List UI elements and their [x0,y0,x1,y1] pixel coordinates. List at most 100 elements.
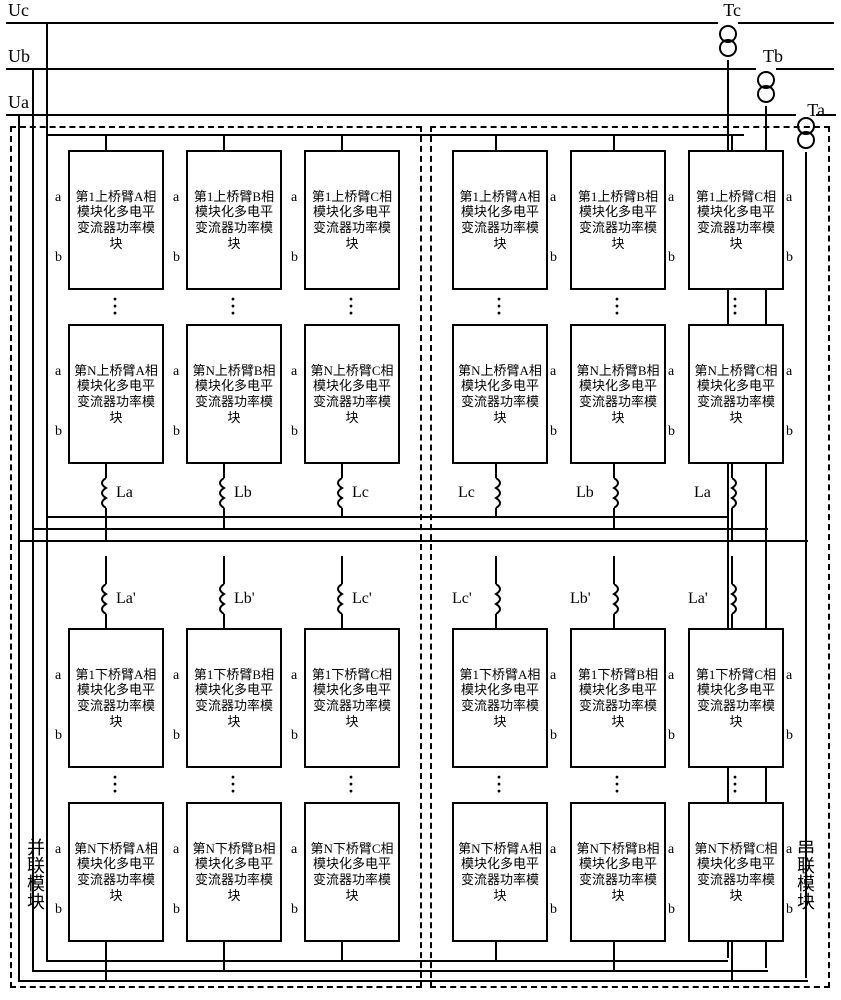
module-right-lowerN-a: 第N下桥臂A相模块化多电平变流器功率模块 [452,802,548,942]
vdots: ··· [112,774,118,796]
stub [223,464,225,478]
term-a: a [173,668,179,684]
term-a: a [291,364,297,380]
stub [105,134,107,150]
module-left-lower1-b: 第1下桥臂B相模块化多电平变流器功率模块 [186,628,282,768]
vdots: ··· [348,774,354,796]
stub [495,464,497,478]
stub [223,134,225,150]
inductor-r-lb-label: Lb [576,484,594,502]
bus-tc-right [738,22,834,24]
stub [223,508,225,528]
mid-bus-b [32,528,768,530]
module-right-lower1-c: 第1下桥臂C相模块化多电平变流器功率模块 [688,628,784,768]
module-right-upperN-a: 第N上桥臂A相模块化多电平变流器功率模块 [452,324,548,464]
module-right-lowerN-b: 第N下桥臂B相模块化多电平变流器功率模块 [570,802,666,942]
inductor-lcp-label: Lc' [352,590,372,608]
bus-tb-right [776,68,834,70]
module-right-lowerN-c: 第N下桥臂C相模块化多电平变流器功率模块 [688,802,784,942]
inductor-lap-icon [96,584,116,614]
inductor-r-lap-label: La' [688,590,708,608]
term-b: b [291,902,298,918]
stub [613,464,615,478]
term-a: a [668,842,674,858]
inductor-r-la-icon [722,478,742,508]
term-b: b [668,902,675,918]
tx-tb-label: Tb [763,46,783,67]
stub [731,942,733,982]
term-a: a [55,668,61,684]
top-inner-bus [46,134,744,136]
vdots: ··· [496,296,502,318]
stub [613,556,615,584]
module-left-lowerN-b: 第N下桥臂B相模块化多电平变流器功率模块 [186,802,282,942]
stub [341,508,343,516]
inductor-r-la-label: La [694,484,711,502]
inductor-lc-label: Lc [352,484,369,502]
stub [613,508,615,528]
vdots: ··· [732,296,738,318]
term-b: b [550,424,557,440]
series-label: 串联模块 [792,838,818,910]
module-left-lowerN-c: 第N下桥臂C相模块化多电平变流器功率模块 [304,802,400,942]
inductor-la-label: La [116,484,133,502]
inductor-lbp-icon [214,584,234,614]
term-a: a [786,190,792,206]
term-a: a [550,364,556,380]
bottom-bus-a [18,980,808,982]
module-left-upperN-a: 第N上桥臂A相模块化多电平变流器功率模块 [68,324,164,464]
vdots: ··· [112,296,118,318]
stub [495,556,497,584]
vdots: ··· [496,774,502,796]
term-b: b [55,250,62,266]
term-a: a [668,364,674,380]
mid-bus-a [18,540,808,542]
inductor-r-lc-icon [486,478,506,508]
term-a: a [786,668,792,684]
term-a: a [550,668,556,684]
transformer-tb-icon [756,68,776,108]
module-left-upperN-b: 第N上桥臂B相模块化多电平变流器功率模块 [186,324,282,464]
term-a: a [668,190,674,206]
transformer-tc-icon [718,22,738,62]
module-right-lower1-b: 第1下桥臂B相模块化多电平变流器功率模块 [570,628,666,768]
stub [731,614,733,628]
stub [223,942,225,972]
inductor-r-lc-label: Lc [458,484,475,502]
stub [105,464,107,478]
inductor-r-lb-icon [604,478,624,508]
term-b: b [550,902,557,918]
stub [341,942,343,962]
bus-ub-line [6,68,756,70]
vdots: ··· [614,774,620,796]
term-b: b [55,424,62,440]
module-left-upper1-b: 第1上桥臂B相模块化多电平变流器功率模块 [186,150,282,290]
module-left-lower1-c: 第1下桥臂C相模块化多电平变流器功率模块 [304,628,400,768]
stub [731,464,733,478]
inductor-r-lcp-icon [486,584,506,614]
inductor-lb-label: Lb [234,484,252,502]
module-right-upperN-c: 第N上桥臂C相模块化多电平变流器功率模块 [688,324,784,464]
parallel-label: 并联模块 [22,838,48,910]
stub [341,614,343,628]
bus-uc-line [6,22,718,24]
module-right-lower1-a: 第1下桥臂A相模块化多电平变流器功率模块 [452,628,548,768]
vdots: ··· [230,296,236,318]
stub [223,556,225,584]
stub [495,508,497,516]
term-b: b [668,250,675,266]
term-b: b [550,250,557,266]
stub [495,614,497,628]
inductor-lbp-label: Lb' [234,590,255,608]
bottom-bus-b [32,970,768,972]
module-right-upper1-c: 第1上桥臂C相模块化多电平变流器功率模块 [688,150,784,290]
module-left-upper1-c: 第1上桥臂C相模块化多电平变流器功率模块 [304,150,400,290]
term-b: b [786,902,793,918]
inductor-r-lap-icon [722,584,742,614]
term-a: a [55,364,61,380]
term-a: a [173,190,179,206]
bus-ta-right [816,114,836,116]
stub [105,508,107,540]
term-a: a [291,190,297,206]
stub [105,942,107,982]
